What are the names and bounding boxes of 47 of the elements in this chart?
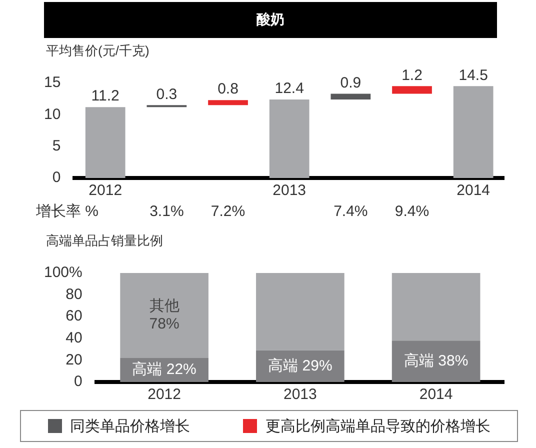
x-tick-label: 2014 xyxy=(456,182,490,200)
bar xyxy=(120,273,208,358)
text: 7.2% xyxy=(210,203,246,220)
text: 7.4% xyxy=(334,203,368,220)
data-label: 12.4 xyxy=(274,80,304,98)
data-label: 0.9 xyxy=(340,74,362,92)
x-tick-label: 2014 xyxy=(419,386,453,404)
data-label: 14.5 xyxy=(458,66,488,84)
y-tick-label: 80 xyxy=(66,286,82,303)
bar xyxy=(269,99,310,178)
y-tick-label: 40 xyxy=(66,330,82,347)
data-label: 0.8 xyxy=(218,80,238,98)
bar xyxy=(392,340,480,382)
x-tick-label: 2013 xyxy=(283,386,317,404)
y-tick-label: 0 xyxy=(74,373,82,390)
data-label: 高端 38% xyxy=(404,352,468,370)
x-tick-label: 2013 xyxy=(272,182,306,200)
data-label: 高端 22% xyxy=(132,361,196,378)
y-tick-label: 15 xyxy=(44,74,61,92)
bar xyxy=(453,86,494,178)
data-label: 高端 29% xyxy=(268,357,332,374)
text: 3.1% xyxy=(150,203,184,220)
y-axis-title: 高端单品占销量比例 xyxy=(46,232,163,250)
chart-title: 酸奶 xyxy=(44,2,497,38)
bar xyxy=(256,273,344,350)
y-tick-label: 100% xyxy=(44,264,82,282)
data-label: 0.3 xyxy=(156,86,178,103)
y-tick-label: 60 xyxy=(66,308,82,325)
data-label: 其他 78% xyxy=(149,298,180,333)
text: 9.4% xyxy=(394,203,430,220)
text: 增长率 % xyxy=(35,203,99,220)
bar xyxy=(208,100,248,106)
x-tick-label: 2012 xyxy=(148,386,181,404)
bar xyxy=(392,86,432,94)
y-axis-title: 平均售价(元/千克) xyxy=(46,42,150,60)
y-tick-label: 0 xyxy=(52,169,61,186)
y-tick-label: 10 xyxy=(44,106,61,123)
legend-label: 同类单品价格增长 xyxy=(70,416,190,436)
bar xyxy=(85,107,126,178)
bar xyxy=(392,273,480,341)
x-tick-label: 2012 xyxy=(88,182,122,200)
legend-label: 更高比例高端单品导致的价格增长 xyxy=(265,416,490,436)
y-tick-label: 20 xyxy=(66,351,82,368)
bar xyxy=(330,94,371,100)
data-label: 11.2 xyxy=(91,88,120,105)
y-tick-label: 5 xyxy=(52,137,61,154)
data-label: 1.2 xyxy=(402,66,422,84)
